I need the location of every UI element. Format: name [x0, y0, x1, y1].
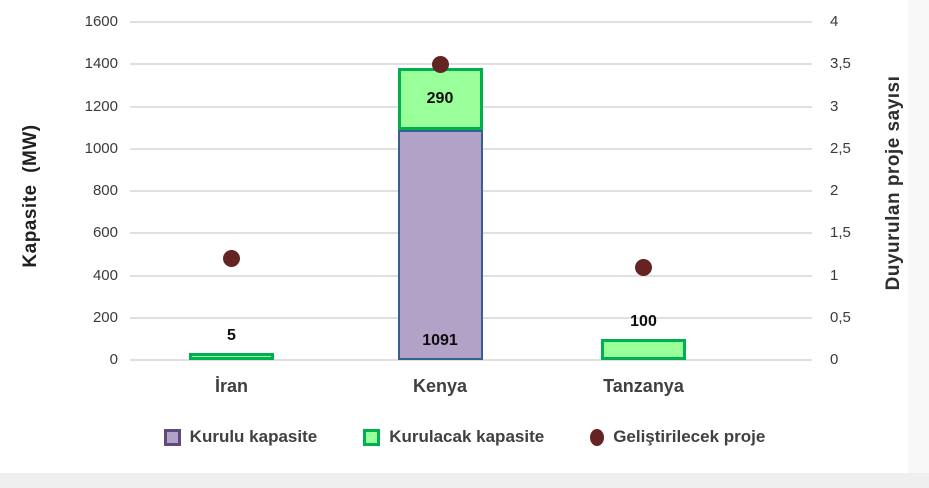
- bar-segment-kurulu-Kenya: [397, 129, 483, 360]
- right-axis-tick-label: 1: [830, 266, 839, 284]
- green-square-icon: [363, 428, 381, 446]
- left-axis-tick-label: 200: [92, 308, 118, 326]
- right-edge-strip: [908, 0, 929, 473]
- right-axis-tick-label: 1,5: [830, 224, 851, 242]
- x-axis-label: Tanzanya: [603, 376, 684, 396]
- legend: Kurulu kapasite Kurulacak kapasite Geliş…: [0, 427, 929, 447]
- right-axis-tick-label: 3: [830, 97, 839, 115]
- data-label-kurulacak: 290: [426, 89, 454, 107]
- legend-item-kurulu-kapasite: Kurulu kapasite: [163, 427, 318, 447]
- data-label-kurulacak: 100: [630, 312, 657, 330]
- left-axis-tick-label: 0: [109, 351, 118, 368]
- left-axis-tick-label: 1400: [84, 55, 118, 73]
- left-axis-tick-label: 600: [92, 224, 118, 242]
- right-axis-tick-label: 3,5: [830, 55, 851, 73]
- left-axis-tick-label: 1600: [84, 13, 118, 30]
- right-axis-tick-label: 0,5: [830, 308, 851, 326]
- gridline: [130, 359, 812, 361]
- legend-item-gelistirilecek-proje: Geliştirilecek proje: [590, 427, 765, 447]
- bar-segment-kurulacak-İran: [189, 353, 274, 360]
- left-axis-tick-label: 400: [92, 266, 118, 284]
- left-axis-title: Kapasite (MW): [20, 124, 41, 268]
- dark-red-circle-icon: [590, 428, 605, 446]
- left-axis-tick-label: 1000: [84, 139, 118, 157]
- bar-segment-kurulacak-Tanzanya: [601, 338, 686, 360]
- gridline: [130, 63, 812, 66]
- data-label-kurulu: 1091: [422, 332, 458, 349]
- gridline: [130, 21, 812, 23]
- left-axis-tick-label: 800: [92, 182, 118, 199]
- legend-label-gelistirilecek-proje: Geliştirilecek proje: [613, 427, 766, 446]
- legend-item-kurulacak-kapasite: Kurulacak kapasite: [363, 427, 544, 447]
- x-axis-label: İran: [214, 376, 248, 396]
- legend-label-kurulu-kapasite: Kurulu kapasite: [189, 427, 318, 446]
- data-label-kurulacak: 5: [227, 327, 236, 344]
- right-axis-tick-label: 2,5: [830, 139, 851, 157]
- plot-area: 5 1091 290 100: [130, 21, 812, 361]
- x-axis-label: Kenya: [412, 376, 468, 396]
- right-axis-tick-label: 0: [830, 351, 839, 368]
- legend-label-kurulacak-kapasite: Kurulacak kapasite: [389, 427, 545, 446]
- scatter-dot-gelistirilecek-Kenya: [431, 55, 449, 73]
- right-axis-tick-label: 2: [830, 182, 839, 199]
- right-axis-tick-label: 4: [830, 13, 839, 30]
- bottom-edge-strip: [0, 473, 929, 488]
- left-axis-tick-label: 1200: [84, 97, 118, 115]
- scatter-dot-gelistirilecek-İran: [223, 250, 240, 268]
- scatter-dot-gelistirilecek-Tanzanya: [635, 258, 652, 276]
- purple-square-icon: [163, 428, 181, 446]
